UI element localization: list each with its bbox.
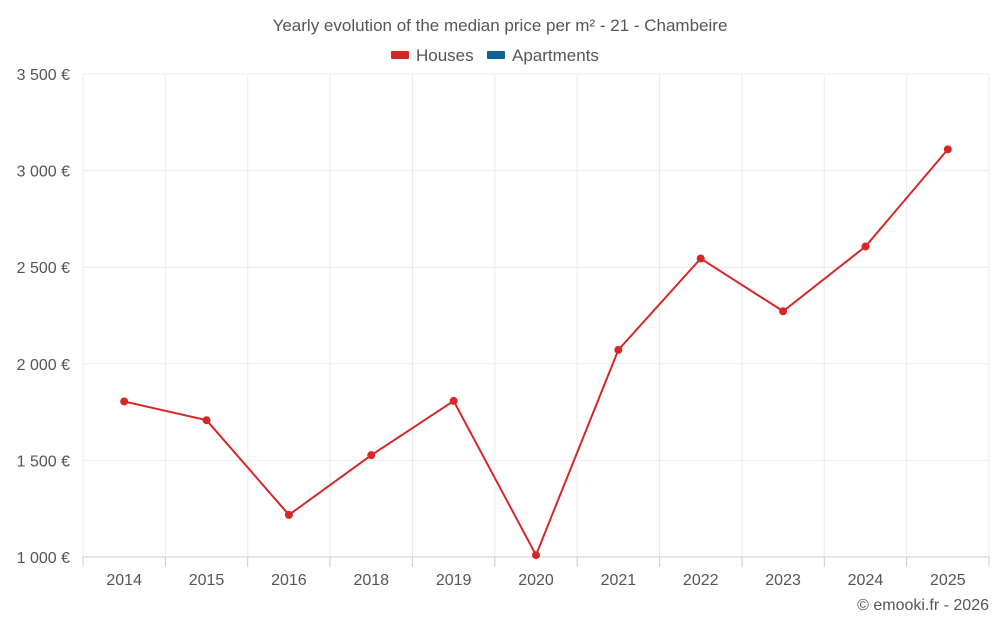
data-point <box>449 396 458 405</box>
x-tick-label: 2016 <box>271 572 307 589</box>
y-tick-label: 1 000 € <box>17 550 70 567</box>
legend-label-houses: Houses <box>416 46 474 65</box>
data-point <box>202 416 211 425</box>
x-tick-label: 2024 <box>848 572 884 589</box>
data-point <box>861 242 870 251</box>
x-tick-label: 2022 <box>683 572 719 589</box>
series-houses <box>120 145 952 560</box>
data-point <box>367 451 376 460</box>
chart-title: Yearly evolution of the median price per… <box>273 16 728 35</box>
y-tick-label: 2 500 € <box>17 260 70 277</box>
data-point <box>696 254 705 263</box>
y-tick-label: 2 000 € <box>17 357 70 374</box>
data-point <box>284 510 293 519</box>
legend-swatch-houses <box>391 51 409 59</box>
x-axis: 2014 2015 2016 2018 2019 2020 2021 2022 2023 2024… <box>82 556 990 589</box>
data-point <box>614 345 623 354</box>
x-tick-label: 2021 <box>601 572 637 589</box>
x-tick-label: 2014 <box>106 572 142 589</box>
data-point <box>943 145 952 154</box>
legend-label-apartments: Apartments <box>512 46 599 65</box>
data-point <box>779 307 788 316</box>
credit-text: © emooki.fr - 2026 <box>857 597 989 614</box>
legend-item-houses[interactable]: Houses <box>391 46 474 65</box>
gridlines <box>82 73 990 557</box>
y-tick-label: 3 500 € <box>17 67 70 84</box>
x-tick-label: 2023 <box>765 572 801 589</box>
x-tick-label: 2020 <box>518 572 554 589</box>
x-tick-label: 2025 <box>930 572 966 589</box>
legend: Houses Apartments <box>391 46 599 65</box>
y-axis: 1 000 € 1 500 € 2 000 € 2 500 € 3 000 € 3 500… <box>17 67 70 567</box>
x-tick-label: 2018 <box>353 572 389 589</box>
x-tick-label: 2015 <box>189 572 225 589</box>
y-tick-label: 1 500 € <box>17 453 70 470</box>
x-tick-label: 2019 <box>436 572 472 589</box>
legend-item-apartments[interactable]: Apartments <box>487 46 599 65</box>
legend-swatch-apartments <box>487 51 505 59</box>
y-tick-label: 3 000 € <box>17 164 70 181</box>
data-point <box>120 397 129 406</box>
data-point <box>532 551 540 560</box>
